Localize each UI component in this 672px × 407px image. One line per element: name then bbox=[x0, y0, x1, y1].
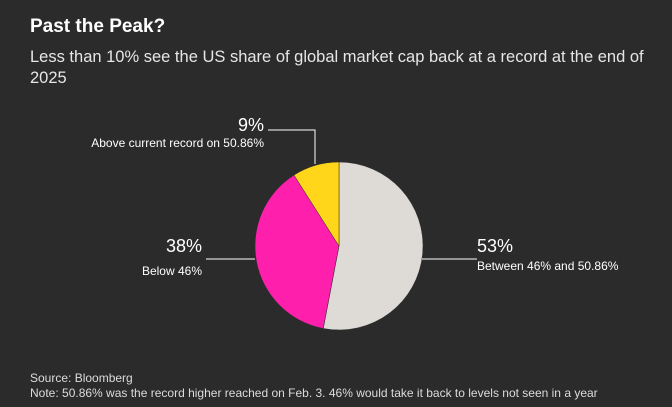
pie-slice-2 bbox=[254, 174, 340, 329]
source-note: Source: Bloomberg bbox=[30, 371, 133, 385]
slice-category-label-2: Below 46% bbox=[142, 264, 202, 278]
slice-value-label-2: 38% bbox=[166, 236, 202, 256]
pie-slice-3 bbox=[293, 161, 340, 247]
footnote: Note: 50.86% was the record higher reach… bbox=[30, 386, 598, 400]
slice-value-label-3: 9% bbox=[238, 115, 264, 135]
chart-subtitle: Less than 10% see the US share of global… bbox=[30, 48, 644, 87]
leader-line-3 bbox=[268, 129, 316, 164]
slice-value-label-1: 53% bbox=[477, 236, 513, 256]
chart-title: Past the Peak? bbox=[30, 16, 166, 37]
pie-slice-1 bbox=[322, 161, 424, 331]
slice-category-label-1: Between 46% and 50.86% bbox=[477, 259, 619, 273]
footer: Source: Bloomberg Note: 50.86% was the r… bbox=[30, 371, 598, 401]
slice-category-label-3: Above current record on 50.86% bbox=[91, 136, 264, 150]
